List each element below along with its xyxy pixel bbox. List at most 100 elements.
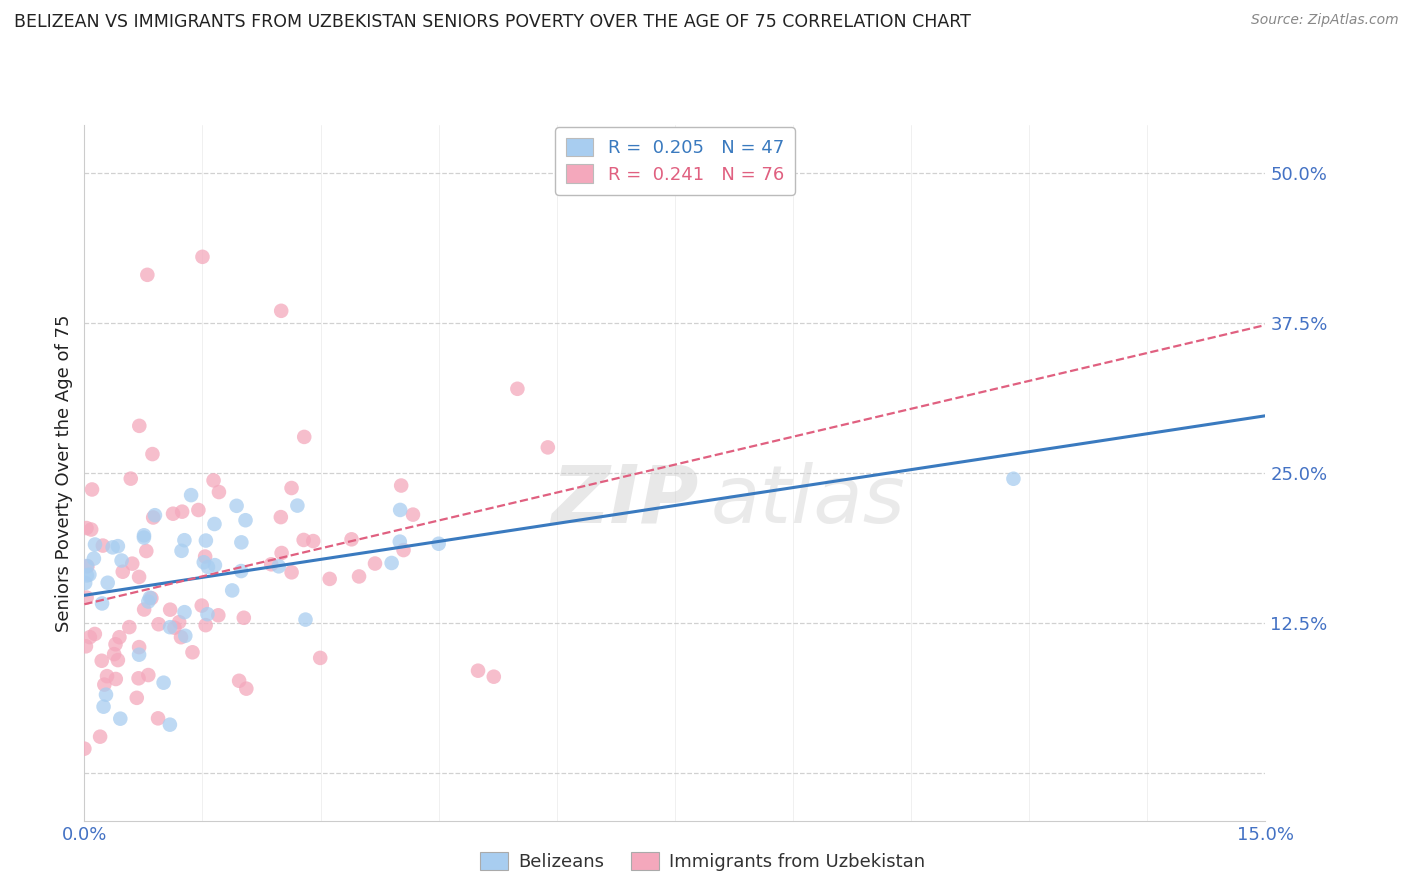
Point — [83, 551, 105, 566]
Point — [148, 617, 170, 632]
Point — [174, 629, 197, 643]
Point — [235, 681, 257, 696]
Point — [79, 630, 101, 644]
Point — [381, 556, 404, 570]
Point — [292, 430, 315, 444]
Point — [91, 597, 114, 611]
Point — [128, 671, 150, 685]
Point — [76, 559, 98, 574]
Point — [294, 613, 316, 627]
Point — [111, 565, 134, 579]
Point — [159, 620, 181, 634]
Point — [76, 568, 98, 582]
Point — [141, 447, 163, 461]
Point — [190, 599, 212, 613]
Point — [146, 711, 169, 725]
Point — [194, 618, 217, 632]
Point — [537, 441, 560, 455]
Point — [163, 621, 186, 635]
Point — [108, 630, 131, 644]
Point — [347, 569, 370, 583]
Point — [388, 534, 411, 549]
Point — [128, 570, 150, 584]
Point — [208, 485, 231, 500]
Point — [142, 510, 165, 524]
Point — [121, 557, 143, 571]
Point — [173, 533, 195, 548]
Point — [128, 418, 150, 433]
Point — [193, 555, 215, 569]
Point — [232, 611, 254, 625]
Point — [73, 741, 96, 756]
Point — [467, 664, 489, 678]
Legend: R =  0.205   N = 47, R =  0.241   N = 76: R = 0.205 N = 47, R = 0.241 N = 76 — [555, 127, 794, 194]
Point — [482, 670, 505, 684]
Point — [180, 488, 202, 502]
Point — [191, 250, 214, 264]
Point — [197, 560, 219, 574]
Point — [292, 533, 315, 547]
Point — [136, 594, 159, 608]
Point — [392, 543, 415, 558]
Point — [96, 669, 118, 683]
Point — [89, 730, 111, 744]
Point — [104, 637, 127, 651]
Point — [194, 533, 217, 548]
Text: BELIZEAN VS IMMIGRANTS FROM UZBEKISTAN SENIORS POVERTY OVER THE AGE OF 75 CORREL: BELIZEAN VS IMMIGRANTS FROM UZBEKISTAN S… — [14, 13, 972, 31]
Point — [172, 505, 194, 519]
Point — [260, 558, 283, 572]
Point — [389, 478, 412, 492]
Point — [75, 576, 97, 591]
Point — [167, 615, 190, 629]
Point — [136, 668, 159, 682]
Point — [141, 591, 163, 606]
Point — [110, 712, 132, 726]
Point — [104, 672, 127, 686]
Point — [107, 653, 129, 667]
Point — [187, 503, 209, 517]
Point — [76, 521, 98, 535]
Point — [132, 531, 155, 545]
Point — [389, 503, 412, 517]
Point — [427, 537, 450, 551]
Point — [152, 675, 174, 690]
Point — [506, 382, 529, 396]
Point — [75, 640, 97, 654]
Point — [90, 654, 112, 668]
Point — [340, 533, 363, 547]
Point — [134, 602, 156, 616]
Text: Source: ZipAtlas.com: Source: ZipAtlas.com — [1251, 13, 1399, 28]
Point — [170, 544, 193, 558]
Point — [221, 583, 243, 598]
Point — [207, 608, 229, 623]
Point — [162, 507, 184, 521]
Point — [302, 534, 325, 549]
Text: atlas: atlas — [710, 461, 905, 540]
Point — [402, 508, 425, 522]
Point — [76, 559, 98, 574]
Point — [270, 510, 292, 524]
Point — [270, 546, 292, 560]
Point — [110, 553, 132, 567]
Point — [318, 572, 340, 586]
Point — [202, 474, 225, 488]
Point — [235, 513, 257, 527]
Point — [135, 544, 157, 558]
Point — [94, 688, 117, 702]
Point — [107, 539, 129, 553]
Point — [231, 535, 253, 549]
Point — [97, 575, 120, 590]
Point — [125, 690, 148, 705]
Point — [197, 607, 219, 622]
Point — [93, 677, 115, 691]
Point — [101, 541, 124, 555]
Point — [228, 673, 250, 688]
Point — [143, 508, 166, 523]
Point — [84, 537, 107, 551]
Point — [181, 645, 204, 659]
Point — [194, 549, 217, 564]
Point — [364, 557, 387, 571]
Point — [79, 567, 101, 582]
Point — [267, 559, 290, 574]
Point — [159, 717, 181, 731]
